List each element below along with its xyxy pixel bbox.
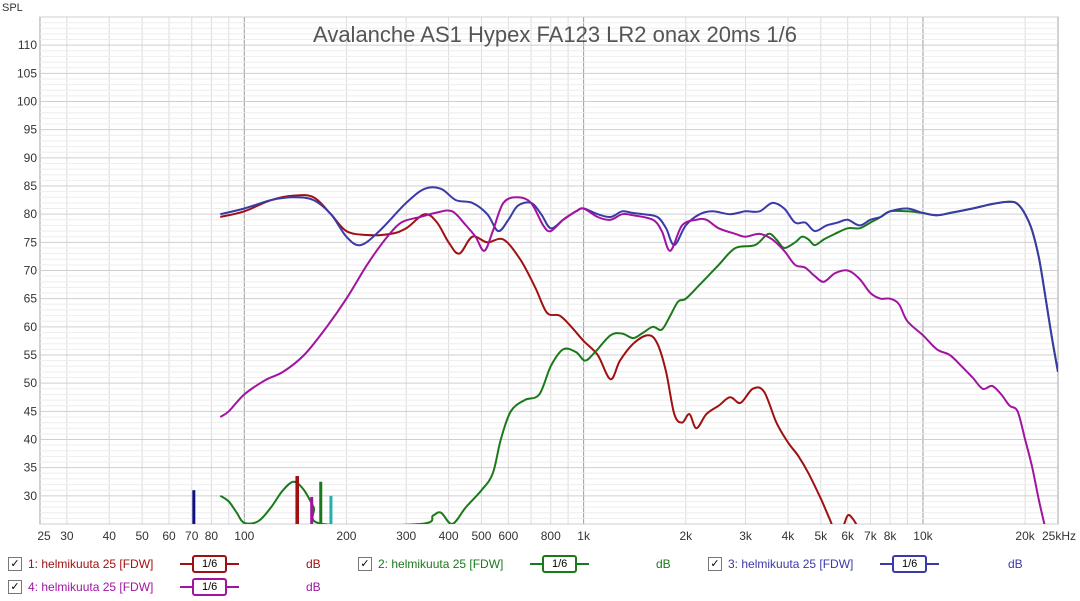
y-tick-label: 85 [24,179,38,193]
x-tick-label: 1k [577,529,591,543]
marker-3 [296,476,300,524]
x-tick-label: 30 [60,529,74,543]
smoothing-box-4[interactable]: 1/6 [192,578,228,596]
legend-label-1: 1: helmikuuta 25 [FDW] [28,557,154,571]
legend-unit-2: dB [656,557,671,571]
x-tick-label: 25kHz [1042,529,1076,543]
marker-1 [192,490,196,524]
legend-checkbox-4[interactable]: ✓ [8,580,22,594]
x-tick-label: 40 [103,529,117,543]
legend-unit-3: dB [1008,557,1023,571]
legend-item-3[interactable]: ✓ 3: helmikuuta 25 [FDW] [708,554,853,574]
y-tick-label: 95 [24,123,38,137]
x-tick-label: 2k [679,529,693,543]
x-tick-label: 100 [234,529,254,543]
y-tick-label: 75 [24,235,38,249]
y-tick-label: 80 [24,207,38,221]
impulse-markers [192,476,333,524]
x-tick-label: 500 [471,529,491,543]
legend-label-2: 2: helmikuuta 25 [FDW] [378,557,504,571]
grid [40,16,1058,525]
series-lines [219,186,1058,524]
y-tick-label: 60 [24,320,38,334]
x-tick-label: 10k [913,529,933,543]
series-line-1 [220,194,858,524]
marker-5 [319,481,323,524]
y-tick-label: 50 [24,376,38,390]
x-tick-label: 60 [162,529,176,543]
x-tick-label: 8k [884,529,898,543]
legend-smoothing-1[interactable]: 1/6 [180,555,240,573]
legend-smoothing-2[interactable]: 1/6 [530,555,590,573]
x-tick-label: 6k [841,529,855,543]
legend-smoothing-4[interactable]: 1/6 [180,578,240,596]
x-tick-label: 800 [541,529,561,543]
x-tick-label: 20k [1015,529,1035,543]
chart-title: Avalanche AS1 Hypex FA123 LR2 onax 20ms … [313,22,797,47]
x-tick-label: 400 [439,529,459,543]
legend-item-1[interactable]: ✓ 1: helmikuuta 25 [FDW] [8,554,153,574]
y-tick-label: 35 [24,461,38,475]
y-tick-label: 100 [17,95,37,109]
marker-4 [310,496,314,524]
y-tick-label: 55 [24,348,38,362]
series-line-4 [219,196,1046,524]
legend-item-2[interactable]: ✓ 2: helmikuuta 25 [FDW] [358,554,503,574]
x-tick-label: 50 [135,529,149,543]
legend-checkbox-2[interactable]: ✓ [358,557,372,571]
marker-6 [329,495,333,524]
y-tick-label: 70 [24,264,38,278]
smoothing-box-3[interactable]: 1/6 [892,555,928,573]
y-tick-label: 45 [24,404,38,418]
y-tick-label: 30 [24,489,38,503]
series-line-3 [220,186,1058,373]
frequency-response-chart: 25 30 40 50 60 70 80 100 200 300 400 500 600 800 1k 2k 3… [17,16,1076,543]
x-tick-label: 5k [814,529,828,543]
legend-smoothing-3[interactable]: 1/6 [880,555,940,573]
y-axis-label: SPL [2,2,23,14]
smoothing-box-1[interactable]: 1/6 [192,555,228,573]
x-tick-label: 25 [37,529,51,543]
legend-unit-1: dB [306,557,321,571]
smoothing-box-2[interactable]: 1/6 [542,555,578,573]
y-tick-label: 40 [24,433,38,447]
y-axis-ticks: 30 35 40 45 50 55 60 65 70 75 80 85 90 95 100 105 110 [17,38,37,503]
legend-unit-4: dB [306,580,321,594]
legend: ✓ 1: helmikuuta 25 [FDW] 1/6 dB ✓ 2: hel… [0,548,1080,601]
legend-label-3: 3: helmikuuta 25 [FDW] [728,557,854,571]
x-tick-label: 600 [498,529,518,543]
y-tick-label: 105 [17,66,37,80]
y-tick-label: 110 [18,38,37,52]
x-tick-label: 70 [185,529,199,543]
legend-checkbox-1[interactable]: ✓ [8,557,22,571]
x-tick-label: 300 [396,529,416,543]
x-tick-label: 80 [205,529,219,543]
legend-item-4[interactable]: ✓ 4: helmikuuta 25 [FDW] [8,577,153,597]
x-tick-label: 200 [336,529,356,543]
legend-checkbox-3[interactable]: ✓ [708,557,722,571]
x-tick-label: 4k [782,529,796,543]
x-tick-label: 3k [739,529,753,543]
legend-label-4: 4: helmikuuta 25 [FDW] [28,580,154,594]
y-tick-label: 90 [24,151,38,165]
x-tick-label: 7k [864,529,878,543]
y-tick-label: 65 [24,292,38,306]
x-axis-ticks: 25 30 40 50 60 70 80 100 200 300 400 500 600 800 1k 2k 3… [37,529,1076,543]
